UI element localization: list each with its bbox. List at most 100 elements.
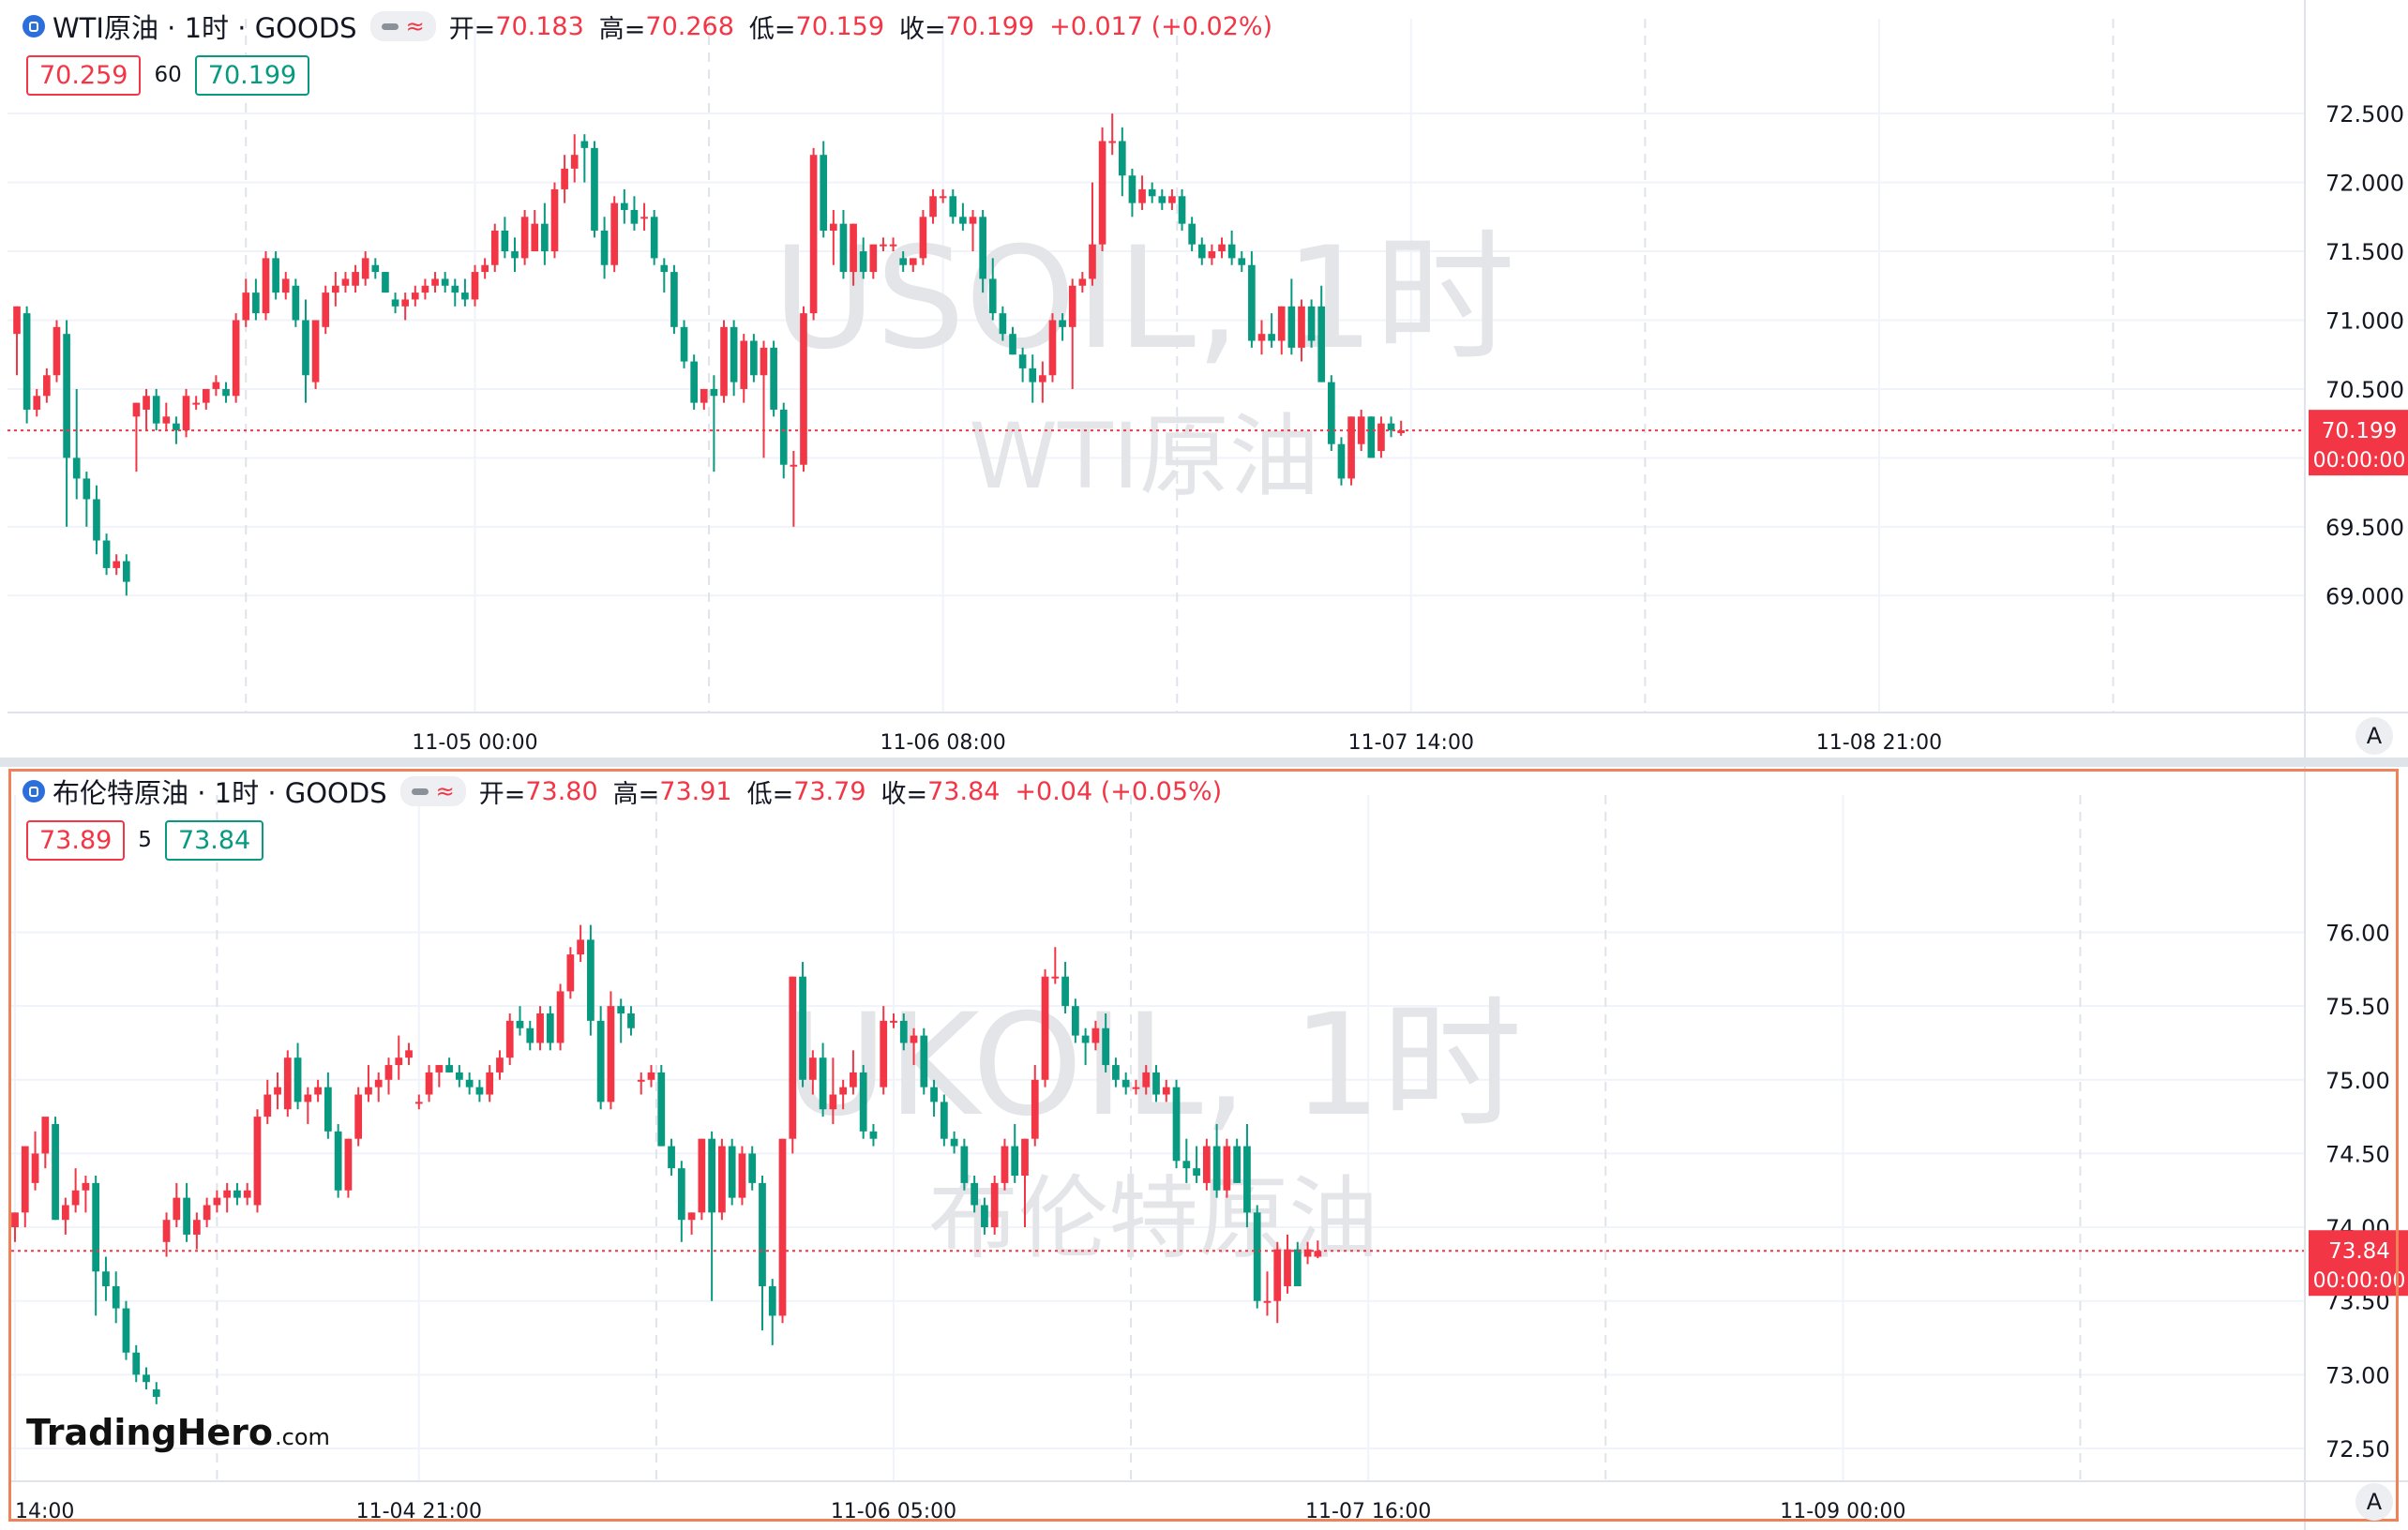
candle-body [281,278,290,293]
candle-body [700,388,708,403]
candle-body [990,1182,999,1228]
candle-body [910,1035,918,1043]
candle-body [173,423,180,431]
candle-body [1091,1028,1100,1043]
candle-body [1233,1146,1242,1183]
candle-body [1268,334,1275,341]
candle-body [1041,976,1049,1080]
candle-body [1059,320,1066,327]
chart-pane-brent[interactable]: 72.50 73.00 73.50 74.00 74.50 75.00 75.50 76.00… [0,767,2408,1530]
candle-body [143,396,150,410]
candle-body [132,402,141,417]
chart-pane-wti[interactable]: 69.00069.50070.00070.50071.00071.50072.0… [0,0,2408,759]
brent-chart-svg[interactable]: 72.5073.0073.5074.0074.5075.0075.5076.00… [0,767,2408,1530]
candle-body [293,1058,302,1102]
candle-body [999,313,1007,335]
wti-legend: WTI原油 · 1时 · GOODS ≈ 开= 70.183 高= 70.268… [23,8,1287,45]
legend-controls[interactable]: ≈ [399,776,466,806]
candle-body [1317,306,1326,382]
candle-body [750,340,758,376]
candle-body [920,1035,928,1088]
candle-body [1142,1072,1151,1088]
candle-body [657,1072,666,1147]
candle-body [668,1146,675,1169]
bid-badge[interactable]: 73.89 [26,819,126,861]
candle-body [223,1190,232,1198]
price-tick-label: 76.00 [2325,921,2390,947]
symbol-icon[interactable] [23,780,45,802]
candle-body [627,1013,635,1028]
candle-body [262,258,270,314]
candle-body [899,1020,908,1043]
candle-body [182,396,190,431]
candle-body [690,361,698,403]
time-tick-label: 11-05 00:00 [412,731,537,755]
candle-body [1328,382,1335,444]
candle-body [53,326,61,376]
candle-body [1202,1146,1211,1183]
candle-body [607,1006,615,1102]
candle-body [1377,423,1385,452]
ask-badge[interactable]: 73.84 [164,819,264,861]
last-price-marker [2309,410,2408,476]
price-tick-label: 69.000 [2325,583,2404,609]
candle-body [617,1006,625,1014]
candle-body [344,1138,353,1191]
candle-body [162,416,171,424]
candle-body [232,320,240,397]
price-tick-label: 75.00 [2325,1068,2390,1094]
candle-body [1263,1300,1272,1303]
candle-body [361,258,369,279]
auto-scale-button[interactable]: A [2355,717,2393,755]
candle-body [1287,306,1296,348]
candle-body [431,278,439,286]
candle-body [83,478,91,500]
legend-controls[interactable]: ≈ [369,11,436,41]
candle-body [596,1020,605,1102]
change-value: +0.017 (+0.02%) [1049,11,1273,41]
candle-body [718,1146,726,1213]
candle-body [660,264,669,273]
candle-body [1108,141,1117,143]
hide-icon[interactable] [411,788,429,795]
compare-icon[interactable]: ≈ [435,778,455,804]
open-label: 开= [448,14,496,44]
symbol-icon[interactable] [23,15,45,38]
wti-chart-svg[interactable]: 69.00069.50070.00070.50071.00071.50072.0… [0,0,2408,759]
candle-body [304,1094,312,1102]
candle-body [680,326,688,362]
candle-body [411,292,419,300]
compare-icon[interactable]: ≈ [405,13,425,39]
candle-body [1223,1146,1231,1191]
candle-body [768,1285,776,1316]
candle-body [1162,1087,1170,1095]
price-tick-label: 72.500 [2325,101,2404,128]
candle-body [650,217,658,259]
candle-body [1152,1072,1160,1095]
candle-body [272,258,279,293]
candle-body [1112,1065,1120,1080]
candle-body [698,1138,706,1213]
bid-badge[interactable]: 70.259 [26,54,142,96]
candle-body [859,251,867,273]
pane-separator[interactable] [0,758,2408,767]
candle-body [445,1065,453,1072]
candle-body [830,223,837,232]
candle-body [31,1153,39,1183]
candle-body [1314,1251,1322,1257]
symbol-title[interactable]: 布伦特原油 · 1时 · GOODS [53,777,387,809]
candle-body [322,292,330,327]
symbol-title[interactable]: WTI原油 · 1时 · GOODS [53,12,357,44]
time-tick-label: 11-06 05:00 [831,1500,956,1523]
high-label: 高= [598,14,646,44]
candle-body [799,976,806,1080]
hide-icon[interactable] [381,22,399,30]
ask-badge[interactable]: 70.199 [194,54,310,96]
candle-body [670,272,678,327]
auto-scale-button[interactable]: A [2355,1483,2393,1521]
candle-body [324,1087,332,1132]
candle-body [971,1182,979,1206]
candle-body [71,1190,80,1206]
candle-body [143,1374,150,1383]
candle-body [1102,1028,1110,1066]
